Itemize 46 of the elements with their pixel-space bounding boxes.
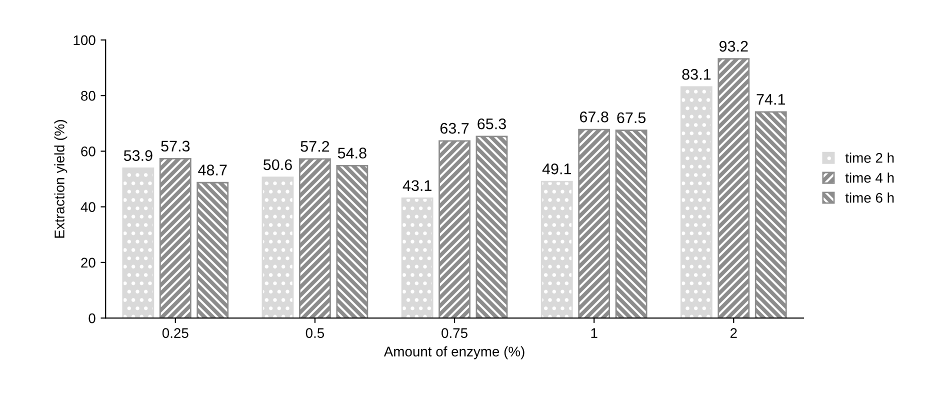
y-tick-label: 80 (81, 90, 96, 101)
y-tick-label: 100 (74, 35, 96, 46)
legend-label: time 2 h (845, 152, 894, 163)
data-label: 63.7 (440, 122, 469, 134)
x-tick-label: 0.5 (306, 328, 324, 338)
y-tick-label: 40 (80, 202, 96, 212)
bar (438, 140, 470, 318)
data-label: 57.3 (161, 140, 190, 152)
bar (401, 198, 434, 318)
data-label: 50.6 (263, 159, 292, 170)
y-tick-label: 0 (88, 313, 96, 324)
bar (122, 167, 154, 318)
bar (299, 158, 331, 318)
bar (476, 136, 508, 318)
bar (615, 130, 648, 318)
y-tick-label: 60 (81, 146, 96, 156)
legend-label: time 4 h (845, 172, 894, 183)
data-label: 48.7 (198, 164, 227, 176)
bar (680, 86, 712, 318)
bar (196, 182, 229, 318)
x-tick-label: 1 (591, 328, 598, 338)
data-label: 65.3 (478, 118, 506, 130)
bar (262, 176, 294, 318)
bar (578, 128, 610, 318)
data-label: 43.1 (402, 180, 432, 192)
legend-label: time 6 h (845, 192, 894, 203)
data-label: 74.1 (756, 94, 785, 105)
bar (540, 180, 573, 318)
x-tick-label: 2 (730, 328, 737, 338)
data-label: 49.1 (542, 164, 571, 174)
data-label: 53.9 (124, 150, 152, 161)
data-label: 67.8 (580, 112, 608, 122)
data-label: 93.2 (720, 40, 748, 52)
x-tick-label: 0.75 (442, 328, 468, 338)
x-axis-title: Amount of enzyme (%) (384, 346, 524, 360)
x-tick-label: 0.25 (162, 328, 188, 338)
y-tick-label: 20 (81, 258, 96, 268)
bar (718, 58, 750, 318)
data-label: 54.8 (338, 148, 366, 158)
data-label: 67.5 (617, 112, 646, 124)
data-label: 83.1 (682, 68, 711, 80)
data-label: 57.2 (300, 140, 330, 152)
bar (754, 111, 787, 318)
bar (336, 164, 368, 318)
y-axis-title: Extraction yield (%) (54, 120, 68, 238)
bar (159, 158, 192, 318)
